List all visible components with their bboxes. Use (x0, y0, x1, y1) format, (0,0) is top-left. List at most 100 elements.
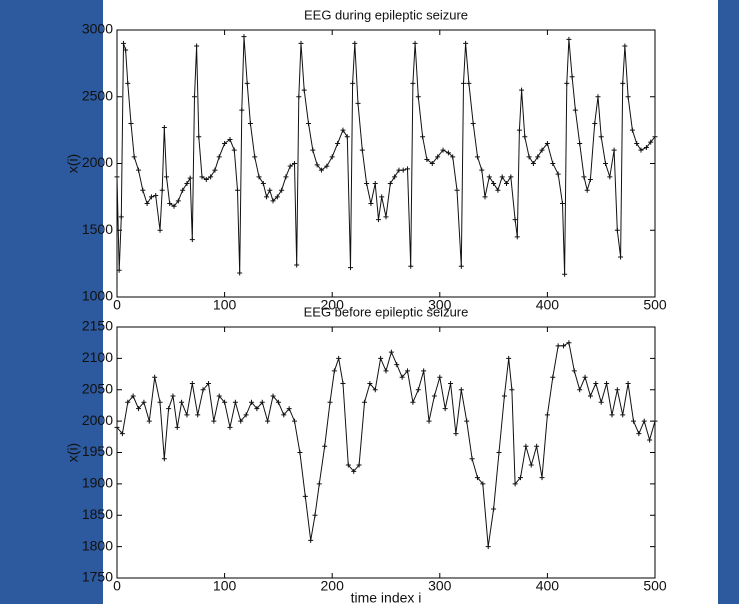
marker (336, 355, 342, 361)
marker (114, 424, 120, 430)
marker (405, 368, 411, 374)
x-tick-label: 0 (113, 578, 121, 594)
marker (314, 162, 320, 168)
marker (310, 147, 316, 153)
marker (550, 374, 556, 380)
marker (171, 203, 177, 209)
marker (550, 161, 556, 166)
marker (296, 94, 302, 100)
marker (231, 147, 237, 153)
marker (259, 399, 265, 405)
marker (569, 74, 575, 80)
marker (180, 187, 186, 193)
marker (222, 399, 228, 405)
marker (421, 368, 427, 374)
marker (298, 40, 304, 46)
marker (506, 355, 512, 361)
marker (622, 43, 628, 49)
marker (495, 187, 501, 193)
marker (324, 163, 330, 169)
marker (351, 468, 357, 474)
marker (125, 80, 131, 86)
marker (562, 271, 568, 277)
marker (523, 443, 529, 449)
marker (564, 80, 570, 86)
marker (544, 140, 550, 146)
chart-title: EEG during epileptic seizure (304, 7, 468, 22)
marker (163, 174, 169, 180)
marker (630, 418, 636, 424)
marker (491, 181, 497, 187)
marker (479, 167, 485, 173)
marker (275, 399, 281, 405)
marker (184, 412, 190, 418)
x-tick-label: 500 (643, 297, 667, 313)
marker (555, 171, 561, 177)
marker (208, 174, 214, 180)
marker (118, 214, 124, 220)
marker (128, 120, 134, 126)
panel (103, 0, 718, 604)
marker (618, 254, 624, 260)
marker (254, 406, 260, 412)
marker (410, 399, 416, 405)
marker (120, 40, 126, 46)
marker (270, 198, 276, 204)
marker (440, 147, 446, 153)
marker (329, 154, 335, 160)
marker (383, 368, 389, 374)
marker (270, 393, 276, 399)
marker (450, 154, 456, 160)
marker (179, 399, 185, 405)
marker (424, 156, 430, 162)
marker (238, 418, 244, 424)
marker (260, 181, 266, 187)
marker (448, 380, 454, 386)
marker (152, 374, 158, 380)
marker (534, 443, 540, 449)
marker (604, 380, 610, 386)
marker (519, 87, 525, 93)
marker (237, 270, 243, 276)
marker (415, 387, 421, 393)
marker (429, 161, 435, 166)
x-tick-label: 400 (536, 297, 560, 313)
x-axis-label: time index i (351, 590, 422, 604)
marker (620, 80, 626, 86)
marker (340, 127, 346, 133)
marker (356, 462, 362, 468)
marker (528, 462, 534, 468)
marker (241, 34, 247, 40)
marker (504, 181, 510, 187)
marker (512, 481, 518, 487)
marker (136, 406, 142, 412)
marker (216, 154, 222, 160)
marker (297, 450, 303, 455)
y-tick-label: 1800 (82, 537, 113, 553)
marker (144, 201, 150, 207)
marker (157, 399, 163, 405)
marker (408, 263, 414, 269)
marker (555, 343, 561, 349)
marker (302, 493, 308, 499)
marker (614, 227, 620, 233)
marker (458, 263, 464, 269)
marker (392, 174, 398, 180)
marker (212, 167, 218, 173)
marker (312, 512, 318, 518)
marker (530, 161, 536, 166)
marker (559, 201, 565, 207)
marker (595, 94, 601, 100)
x-tick-label: 300 (428, 578, 452, 594)
marker (187, 175, 193, 181)
y-axis-label: x(i) (65, 443, 81, 462)
marker (306, 120, 312, 126)
marker (344, 134, 350, 140)
marker (184, 181, 190, 187)
marker (577, 387, 583, 393)
marker (281, 412, 287, 418)
marker (114, 174, 120, 180)
y-tick-label: 2500 (82, 87, 113, 103)
marker (274, 194, 280, 200)
x-tick-label: 0 (113, 297, 121, 313)
